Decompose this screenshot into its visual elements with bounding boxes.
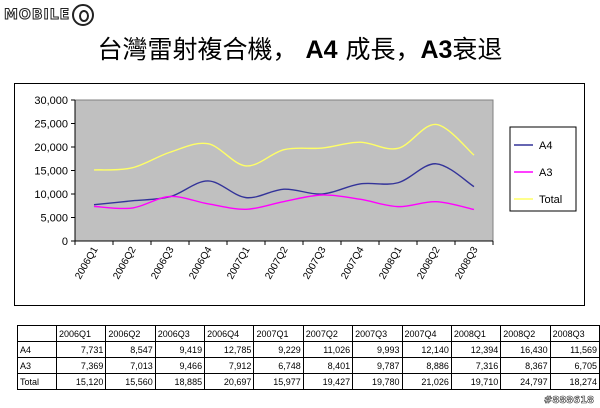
title-mid: 成長， <box>345 35 421 64</box>
x-tick-label: 2008Q3 <box>453 245 481 282</box>
table-cell: 9,229 <box>253 341 304 358</box>
y-tick-label: 0 <box>62 236 68 248</box>
table-cell: 12,394 <box>450 341 502 358</box>
table-cell: 19,780 <box>352 373 403 390</box>
y-tick-label: 30,000 <box>34 95 68 107</box>
table-header-cell: 2008Q2 <box>500 325 551 342</box>
y-tick-label: 5,000 <box>40 213 68 225</box>
table-cell: 19,710 <box>450 373 502 390</box>
x-tick-label: 2008Q1 <box>377 245 405 282</box>
logo-text: MOBILE <box>3 7 71 24</box>
table-cell: 8,401 <box>302 357 354 374</box>
table-cell: 9,466 <box>154 357 206 374</box>
table-header-cell: 2006Q4 <box>204 325 255 342</box>
title-a3: A3 <box>420 36 453 64</box>
table-cell: 9,787 <box>352 357 403 374</box>
legend-label: A3 <box>539 167 552 179</box>
table-header-cell: 2006Q1 <box>55 325 107 342</box>
table-row: A3 7,369 7,013 9,466 7,912 6,748 8,401 9,787 8,8… <box>17 357 600 374</box>
plot-area <box>74 99 494 242</box>
data-table: 2006Q1 2006Q2 2006Q3 2006Q4 2007Q1 2007Q2 2007… <box>17 325 600 390</box>
table-header-cell: 2008Q1 <box>450 325 502 342</box>
legend-box <box>509 126 577 212</box>
legend: A4 A3 Total <box>514 140 562 206</box>
title-suffix: 衰退 <box>452 35 503 64</box>
table-cell: 18,885 <box>154 373 206 390</box>
table-cell: 9,993 <box>352 341 403 358</box>
watermark: #888618 <box>543 395 595 407</box>
series-layer <box>93 123 475 211</box>
x-tick-label: 2006Q4 <box>187 245 215 282</box>
chart-frame <box>14 83 585 306</box>
x-axis: 2006Q1 2006Q2 2006Q3 2006Q4 2007Q1 2007Q2 2007… <box>73 240 494 282</box>
x-tick-label: 2007Q1 <box>225 245 253 282</box>
x-tick-label: 2006Q3 <box>149 245 177 282</box>
table-cell: 11,026 <box>302 341 354 358</box>
table-cell: 18,274 <box>549 373 600 390</box>
table-cell: 6,748 <box>253 357 304 374</box>
table-row-label: A3 <box>17 357 57 374</box>
table-cell: 9,419 <box>154 341 206 358</box>
table-header-cell: 2007Q1 <box>253 325 304 342</box>
table-header-cell: 2007Q2 <box>302 325 354 342</box>
table-row-label: A4 <box>17 341 57 358</box>
series-line-a3 <box>93 194 475 211</box>
table-cell: 7,013 <box>105 357 156 374</box>
x-tick-label: 2008Q2 <box>415 245 443 282</box>
table-header-cell: 2007Q4 <box>401 325 452 342</box>
y-tick-label: 20,000 <box>34 142 68 154</box>
table-header-row: 2006Q1 2006Q2 2006Q3 2006Q4 2007Q1 2007Q2 2007… <box>17 325 600 342</box>
table-cell: 7,316 <box>450 357 502 374</box>
table-header-cell: 2007Q3 <box>352 325 403 342</box>
table-row: Total 15,120 15,560 18,885 20,697 15,977 19,42… <box>17 373 600 390</box>
y-tick-label: 10,000 <box>34 189 68 201</box>
table-cell: 7,912 <box>204 357 255 374</box>
y-axis: 0 5,000 10,000 15,000 20,000 25,000 30,000 <box>34 95 76 248</box>
mobile01-logo: MOBILE <box>3 4 95 26</box>
table-cell: 12,140 <box>401 341 452 358</box>
table-cell: 16,430 <box>500 341 551 358</box>
table-cell: 21,026 <box>401 373 452 390</box>
table-header-cell: 2008Q3 <box>549 325 600 342</box>
table-header-cell: 2006Q3 <box>154 325 206 342</box>
table-row-label: Total <box>17 373 57 390</box>
table-header-cell: 2006Q2 <box>105 325 156 342</box>
x-tick-label: 2006Q1 <box>73 245 101 282</box>
logo-ring-icon <box>72 4 95 26</box>
x-tick-label: 2006Q2 <box>111 245 139 282</box>
title-a4: A4 <box>305 36 338 64</box>
legend-label: Total <box>539 194 562 206</box>
table-cell: 15,977 <box>253 373 304 390</box>
line-chart: 0 5,000 10,000 15,000 20,000 25,000 30,000 200… <box>34 95 577 282</box>
table-row: A4 7,731 8,547 9,419 12,785 9,229 11,026 9,993 1… <box>17 341 600 358</box>
x-tick-label: 2007Q2 <box>263 245 291 282</box>
table-cell: 11,569 <box>549 341 600 358</box>
table-cell: 7,369 <box>55 357 107 374</box>
table-cell: 7,731 <box>55 341 107 358</box>
series-line-total <box>93 123 475 171</box>
table-cell: 15,120 <box>55 373 107 390</box>
x-tick-label: 2007Q3 <box>301 245 329 282</box>
table-cell: 12,785 <box>204 341 255 358</box>
table-cell: 20,697 <box>204 373 255 390</box>
table-cell: 24,797 <box>500 373 551 390</box>
y-tick-label: 15,000 <box>34 166 68 178</box>
table-cell: 6,705 <box>549 357 600 374</box>
x-tick-label: 2007Q4 <box>339 245 367 282</box>
table-cell: 15,560 <box>105 373 156 390</box>
legend-label: A4 <box>539 140 552 152</box>
table-corner-cell <box>17 325 57 342</box>
slide-title: 台灣雷射複合機， A4 成長，A3衰退 <box>0 30 600 66</box>
table-cell: 8,547 <box>105 341 156 358</box>
table-cell: 8,367 <box>500 357 551 374</box>
table-cell: 8,886 <box>401 357 452 374</box>
y-tick-label: 25,000 <box>34 119 68 131</box>
table-cell: 19,427 <box>302 373 354 390</box>
title-prefix: 台灣雷射複合機， <box>97 35 298 64</box>
